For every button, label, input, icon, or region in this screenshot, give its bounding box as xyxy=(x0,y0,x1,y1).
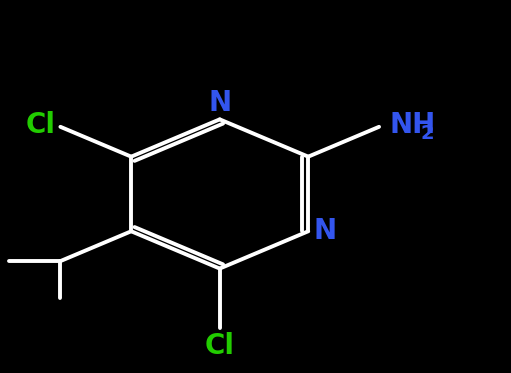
Text: 2: 2 xyxy=(421,124,434,143)
Text: Cl: Cl xyxy=(26,111,55,139)
Text: N: N xyxy=(208,90,231,117)
Text: NH: NH xyxy=(389,111,435,139)
Text: N: N xyxy=(313,217,336,245)
Text: Cl: Cl xyxy=(205,332,235,360)
